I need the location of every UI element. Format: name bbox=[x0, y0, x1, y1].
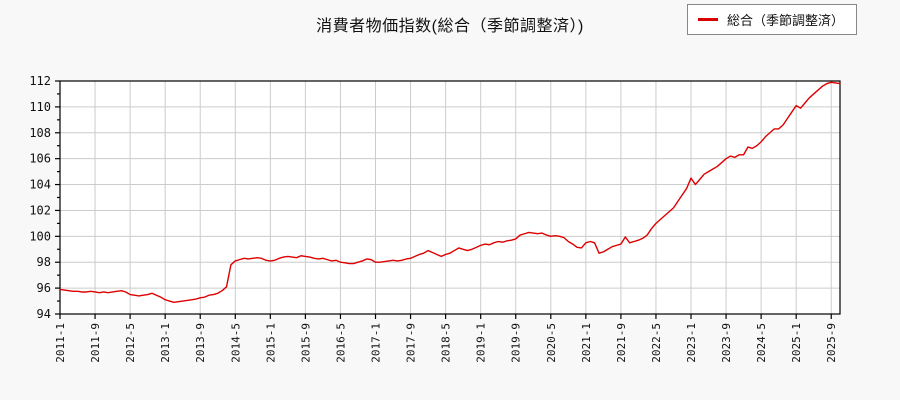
x-axis-tick-label: 2011-1 bbox=[54, 323, 67, 363]
y-axis-tick-label: 98 bbox=[37, 255, 51, 269]
plot-area bbox=[60, 81, 840, 314]
x-axis-tick-label: 2013-1 bbox=[159, 323, 172, 363]
x-axis-tick-label: 2022-5 bbox=[650, 323, 663, 363]
x-axis-tick-label: 2011-9 bbox=[89, 323, 102, 363]
chart-title: 消費者物価指数(総合（季節調整済）) bbox=[316, 18, 584, 35]
x-axis-tick-label: 2014-5 bbox=[229, 323, 242, 363]
x-axis-tick-label: 2017-1 bbox=[370, 323, 383, 363]
y-axis-tick-label: 94 bbox=[37, 307, 51, 321]
x-axis-tick-label: 2015-9 bbox=[299, 323, 312, 363]
x-axis-tick-label: 2023-9 bbox=[720, 323, 733, 363]
x-axis-tick-label: 2016-5 bbox=[334, 323, 347, 363]
x-axis-tick-label: 2025-9 bbox=[825, 323, 838, 363]
legend-item-sogo[interactable]: 総合（季節調整済） bbox=[697, 10, 844, 29]
y-axis-tick-label: 96 bbox=[37, 281, 51, 295]
x-axis-tick-label: 2017-9 bbox=[405, 323, 418, 363]
x-axis-tick-label: 2020-5 bbox=[545, 323, 558, 363]
x-axis-tick-label: 2024-5 bbox=[755, 323, 768, 363]
y-axis-tick-label: 110 bbox=[29, 100, 51, 114]
x-axis-tick-label: 2012-5 bbox=[124, 323, 137, 363]
series-line-swatch-icon bbox=[697, 18, 718, 21]
x-axis-tick-label: 2019-1 bbox=[475, 323, 488, 363]
y-axis-tick-label: 100 bbox=[29, 229, 51, 243]
x-axis-tick-label: 2021-1 bbox=[580, 323, 593, 363]
y-axis-tick-label: 102 bbox=[29, 203, 51, 217]
x-axis-tick-label: 2025-1 bbox=[790, 323, 803, 363]
legend-item-label: 総合（季節調整済） bbox=[726, 13, 844, 28]
x-axis-tick-label: 2019-9 bbox=[510, 323, 523, 363]
legend: 総合（季節調整済） bbox=[686, 4, 857, 35]
y-axis-tick-label: 108 bbox=[29, 126, 51, 140]
x-axis-tick-label: 2023-1 bbox=[685, 323, 698, 363]
x-axis-tick-label: 2013-9 bbox=[194, 323, 207, 363]
x-axis-tick-label: 2015-1 bbox=[264, 323, 277, 363]
y-axis-tick-label: 104 bbox=[29, 178, 51, 192]
x-axis-tick-label: 2021-9 bbox=[615, 323, 628, 363]
y-axis-tick-label: 112 bbox=[29, 74, 51, 88]
x-axis-tick-label: 2018-5 bbox=[440, 323, 453, 363]
cpi-series-line bbox=[59, 81, 841, 304]
y-axis-tick-label: 106 bbox=[29, 152, 51, 166]
